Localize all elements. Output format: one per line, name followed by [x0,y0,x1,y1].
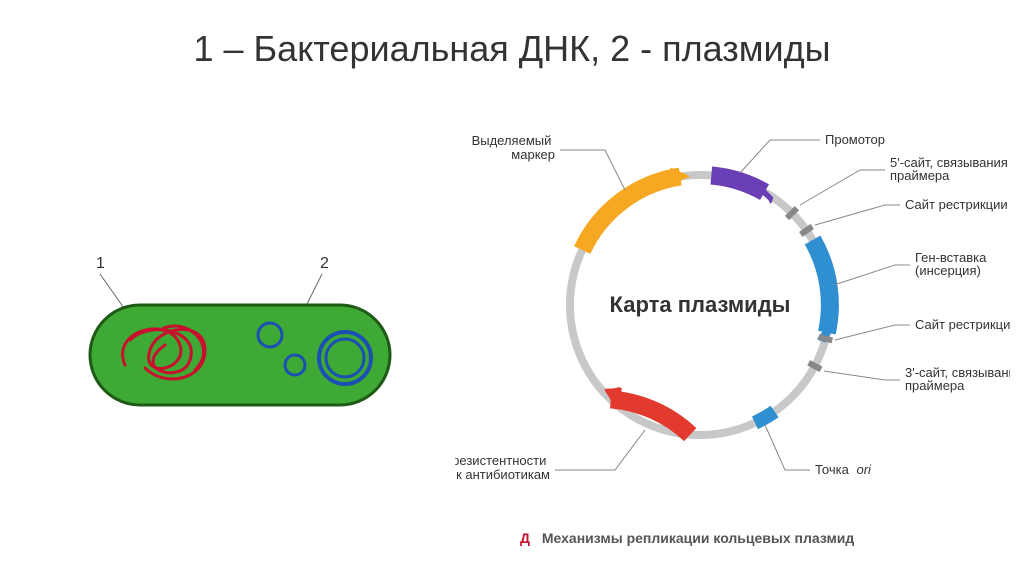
label-resistance: Ген резистентности к антибиотикам [455,453,550,482]
footer-caption: Д Механизмы репликации кольцевых плазмид [520,530,854,546]
footer-text: Механизмы репликации кольцевых плазмид [542,530,854,546]
label-primer3: 3'-сайт, связывания праймера [905,365,1010,393]
segment-ori [755,411,775,422]
label-ori: Точка ori [815,462,872,477]
label-primer5: 5'-сайт, связывания праймера [890,155,1010,183]
segment-promoter [711,175,773,204]
footer-letter: Д [520,530,530,546]
bacterium-diagram: 1 2 [70,250,410,430]
bacterium-label-2: 2 [320,255,329,272]
site-restriction2 [819,337,833,341]
segment-marker [582,167,690,250]
plasmid-map-diagram: Карта плазмиды [455,105,1010,485]
segment-insert [813,240,837,343]
plasmid-center-text: Карта плазмиды [610,292,791,317]
label-restriction2: Сайт рестрикции [915,317,1010,332]
label-restriction1: Сайт рестрикции [905,197,1008,212]
page-title: 1 – Бактериальная ДНК, 2 - плазмиды [0,28,1024,70]
label-promoter: Промотор [825,132,885,147]
label-insert: Ген-вставка (инсерция) [915,250,990,278]
bacterium-label-1: 1 [96,255,105,272]
bacterium-body [90,305,390,405]
label-marker: Выделяемый маркер [472,133,555,162]
